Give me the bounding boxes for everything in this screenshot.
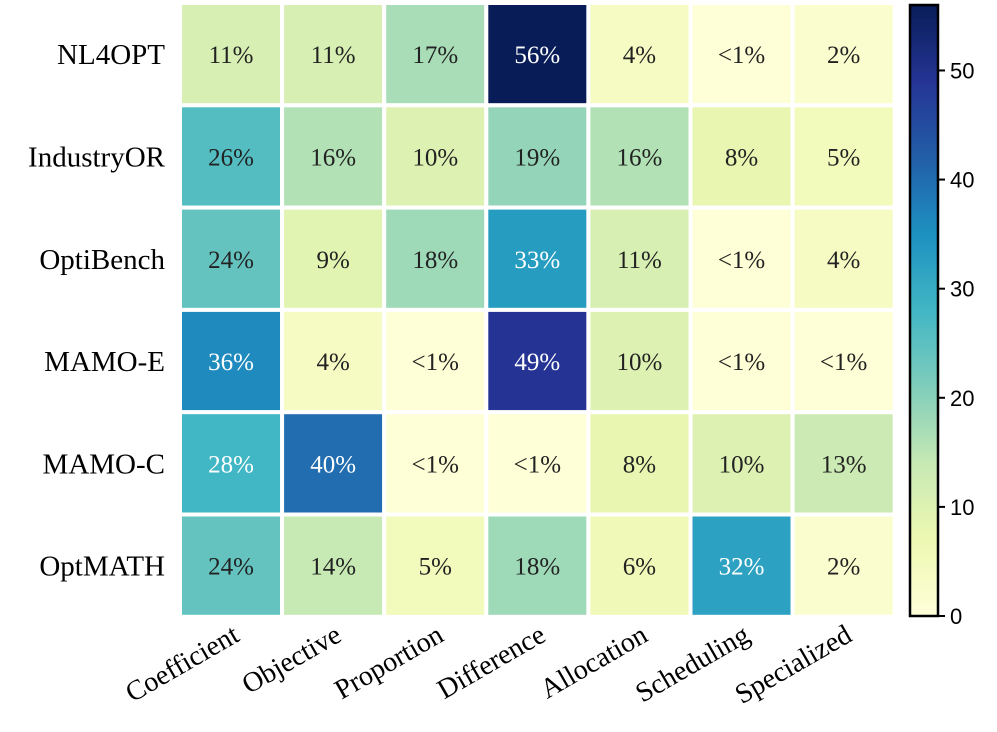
heatmap-cells: 11% 11% 17% 56% 4% <1% 2% 26% 16% 10% 19% 16% 8% 5% 24… bbox=[178, 1, 897, 619]
cell-value-label: 11% bbox=[311, 42, 356, 69]
heatmap-cell bbox=[688, 512, 795, 619]
colorbar-tick-label: 30 bbox=[950, 277, 974, 302]
cell-value-label: 13% bbox=[821, 451, 867, 478]
cell-value-label: 17% bbox=[412, 42, 458, 69]
cell-value-label: 8% bbox=[725, 144, 758, 171]
column-label: Coefficient bbox=[120, 619, 244, 709]
heatmap-cell bbox=[382, 512, 489, 619]
cell-value-label: 16% bbox=[617, 144, 663, 171]
heatmap-cell bbox=[790, 205, 897, 312]
cell-value-label: <1% bbox=[412, 451, 459, 478]
cell-value-label: 5% bbox=[419, 554, 452, 581]
cell-value-label: 24% bbox=[208, 554, 254, 581]
row-label: NL4OPT bbox=[57, 39, 165, 71]
cell-value-label: 5% bbox=[827, 144, 860, 171]
cell-value-label: 36% bbox=[208, 349, 254, 376]
cell-value-label: 32% bbox=[719, 554, 765, 581]
heatmap-cell bbox=[790, 103, 897, 210]
heatmap-cell bbox=[688, 307, 795, 415]
column-label: Proportion bbox=[330, 619, 449, 706]
cell-value-label: 26% bbox=[208, 144, 254, 171]
heatmap-cell bbox=[178, 410, 285, 517]
row-label: IndustryOR bbox=[28, 141, 166, 173]
cell-value-label: 10% bbox=[412, 144, 458, 171]
heatmap-cell bbox=[178, 512, 285, 619]
cell-value-label: 2% bbox=[827, 42, 860, 69]
cell-value-label: 10% bbox=[719, 451, 765, 478]
cell-value-label: <1% bbox=[514, 451, 561, 478]
colorbar-frame bbox=[908, 3, 940, 618]
cell-value-label: 6% bbox=[623, 554, 656, 581]
heatmap-cell bbox=[586, 103, 693, 210]
cell-value-label: <1% bbox=[820, 349, 867, 376]
row-labels: NL4OPT IndustryOR OptiBench MAMO-E MAMO-C Opt… bbox=[28, 39, 166, 583]
row-label: MAMO-C bbox=[43, 448, 165, 480]
heatmap-cell bbox=[178, 103, 285, 210]
cell-value-label: 19% bbox=[514, 144, 560, 171]
cell-value-label: 4% bbox=[827, 247, 860, 274]
cell-value-label: 10% bbox=[617, 349, 663, 376]
cell-value-label: 18% bbox=[412, 247, 458, 274]
row-label: MAMO-E bbox=[44, 346, 165, 378]
column-label: Difference bbox=[432, 619, 551, 705]
heatmap-cell bbox=[382, 205, 489, 312]
heatmap-cell bbox=[790, 512, 897, 619]
colorbar-tick-label: 40 bbox=[950, 168, 974, 193]
column-label: Objective bbox=[237, 619, 347, 700]
heatmap-cell bbox=[586, 512, 693, 619]
heatmap-cell bbox=[382, 410, 489, 517]
cell-value-label: 24% bbox=[208, 247, 254, 274]
cell-value-label: 56% bbox=[514, 42, 560, 69]
colorbar: 0 10 20 30 40 50 bbox=[908, 3, 974, 629]
colorbar-gradient bbox=[910, 5, 938, 616]
heatmap-cell bbox=[178, 307, 285, 415]
cell-value-label: 8% bbox=[623, 451, 656, 478]
heatmap-cell bbox=[688, 205, 795, 312]
cell-value-label: <1% bbox=[718, 247, 765, 274]
heatmap-cell bbox=[280, 512, 387, 619]
cell-value-label: 28% bbox=[208, 451, 254, 478]
cell-value-label: 4% bbox=[623, 42, 656, 69]
cell-value-label: 33% bbox=[514, 247, 560, 274]
cell-value-label: 14% bbox=[310, 554, 356, 581]
heatmap-cell bbox=[688, 1, 795, 108]
heatmap-cell bbox=[382, 103, 489, 210]
cell-value-label: 11% bbox=[617, 247, 662, 274]
heatmap-cell bbox=[586, 205, 693, 312]
colorbar-tick-label: 20 bbox=[950, 386, 974, 411]
row-label: OptMATH bbox=[39, 551, 165, 583]
heatmap-cell bbox=[280, 205, 387, 312]
cell-value-label: 11% bbox=[209, 42, 254, 69]
cell-value-label: 2% bbox=[827, 554, 860, 581]
column-label: Specialized bbox=[730, 619, 857, 710]
column-labels: CoefficientObjectiveProportionDifference… bbox=[120, 619, 857, 710]
cell-value-label: 40% bbox=[310, 451, 356, 478]
colorbar-tick-label: 10 bbox=[950, 495, 974, 520]
colorbar-tick-label: 0 bbox=[950, 604, 962, 629]
cell-value-label: <1% bbox=[718, 349, 765, 376]
cell-value-label: 49% bbox=[514, 349, 560, 376]
cell-value-label: <1% bbox=[412, 349, 459, 376]
cell-value-label: 16% bbox=[310, 144, 356, 171]
row-label: OptiBench bbox=[39, 244, 165, 276]
heatmap-cell bbox=[280, 307, 387, 415]
cell-value-label: 18% bbox=[514, 554, 560, 581]
cell-value-label: 9% bbox=[316, 247, 349, 274]
colorbar-tick-label: 50 bbox=[950, 58, 974, 83]
cell-value-label: 4% bbox=[316, 349, 349, 376]
cell-value-label: <1% bbox=[718, 42, 765, 69]
